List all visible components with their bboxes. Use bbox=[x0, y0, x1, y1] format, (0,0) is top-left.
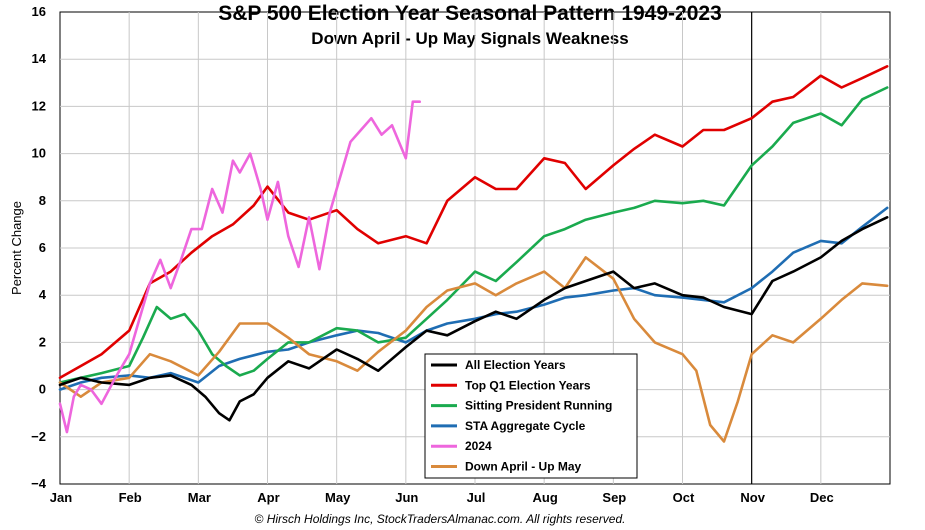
y-tick-label: 16 bbox=[32, 4, 46, 19]
y-tick-label: −4 bbox=[31, 476, 47, 491]
y-axis-label: Percent Change bbox=[9, 201, 24, 295]
y-tick-label: 10 bbox=[32, 146, 46, 161]
y-tick-label: 0 bbox=[39, 382, 46, 397]
x-tick-label: Apr bbox=[257, 490, 279, 505]
copyright-notice: © Hirsch Holdings Inc, StockTradersAlman… bbox=[255, 512, 626, 526]
legend-label: STA Aggregate Cycle bbox=[465, 419, 586, 433]
x-tick-label: Aug bbox=[533, 490, 558, 505]
y-tick-label: 14 bbox=[32, 51, 47, 66]
legend-label: Top Q1 Election Years bbox=[465, 378, 591, 392]
x-tick-label: May bbox=[325, 490, 351, 505]
x-axis-ticks: Jan Feb Mar Apr May Jun Jul Aug Sep Oct Nov Dec bbox=[50, 490, 834, 505]
chart-title: S&P 500 Election Year Seasonal Pattern 1… bbox=[218, 2, 722, 25]
series-lines bbox=[58, 65, 889, 443]
series-line-sta-aggregate-cycle bbox=[58, 206, 889, 391]
y-tick-label: 6 bbox=[39, 240, 46, 255]
y-tick-label: 8 bbox=[39, 193, 46, 208]
series-line-down-april-up-may bbox=[58, 256, 889, 443]
y-tick-label: 2 bbox=[39, 334, 46, 349]
x-tick-label: Jan bbox=[50, 490, 72, 505]
y-tick-label: 12 bbox=[32, 98, 46, 113]
x-tick-label: Feb bbox=[119, 490, 142, 505]
x-tick-label: Oct bbox=[673, 490, 695, 505]
y-axis-ticks: 16 14 12 10 8 6 4 2 0 −2 −4 bbox=[31, 4, 47, 491]
legend-label: 2024 bbox=[465, 439, 492, 453]
series-line-all-election-years bbox=[58, 216, 889, 422]
y-tick-label: −2 bbox=[31, 429, 46, 444]
legend-label: Down April - Up May bbox=[465, 460, 582, 474]
chart-subtitle: Down April - Up May Signals Weakness bbox=[311, 29, 628, 48]
y-tick-label: 4 bbox=[39, 287, 47, 302]
x-tick-label: Jul bbox=[467, 490, 486, 505]
x-tick-label: Sep bbox=[602, 490, 626, 505]
x-tick-label: Mar bbox=[188, 490, 211, 505]
gridlines bbox=[60, 12, 890, 484]
x-tick-label: Nov bbox=[740, 490, 765, 505]
legend-box bbox=[424, 353, 638, 479]
x-tick-label: Dec bbox=[810, 490, 834, 505]
legend: All Election Years Top Q1 Election Years S… bbox=[424, 353, 638, 479]
legend-label: All Election Years bbox=[465, 358, 566, 372]
legend-label: Sitting President Running bbox=[465, 399, 612, 413]
series-line-2024 bbox=[58, 100, 422, 434]
x-tick-label: Jun bbox=[395, 490, 418, 505]
series-line-sitting-president-running bbox=[58, 86, 889, 384]
series-line-top-q1-election-years bbox=[58, 65, 889, 380]
